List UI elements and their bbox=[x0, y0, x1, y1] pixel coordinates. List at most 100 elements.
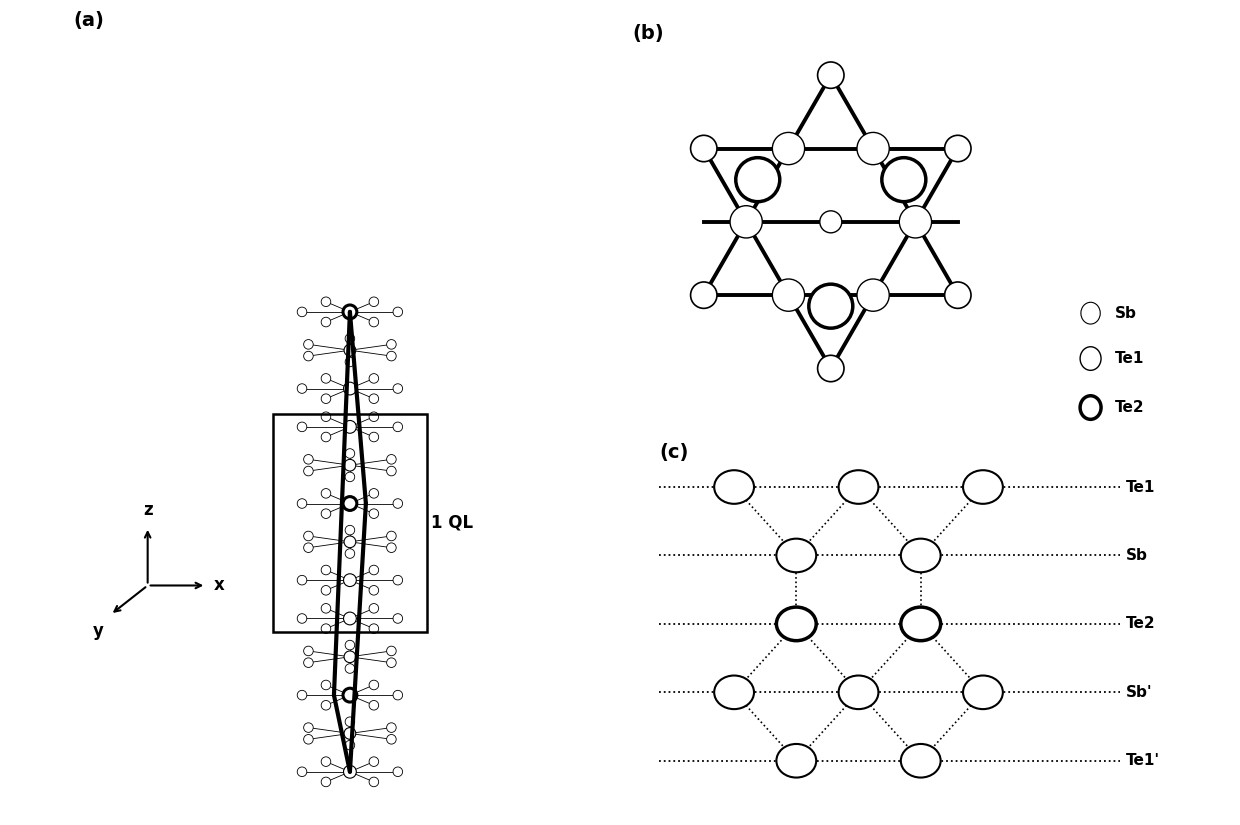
Circle shape bbox=[321, 624, 331, 634]
Circle shape bbox=[370, 374, 378, 383]
Circle shape bbox=[304, 351, 314, 361]
Circle shape bbox=[393, 307, 403, 317]
Circle shape bbox=[321, 700, 331, 710]
Text: (a): (a) bbox=[73, 11, 104, 30]
Circle shape bbox=[773, 132, 805, 165]
Text: x: x bbox=[215, 577, 224, 595]
Circle shape bbox=[1080, 396, 1101, 419]
Text: Te2: Te2 bbox=[1126, 616, 1156, 631]
Circle shape bbox=[298, 422, 306, 431]
Circle shape bbox=[1081, 302, 1100, 324]
Circle shape bbox=[321, 565, 331, 575]
Circle shape bbox=[321, 297, 331, 307]
Circle shape bbox=[304, 340, 314, 349]
Text: Sb': Sb' bbox=[1126, 685, 1153, 700]
Circle shape bbox=[882, 158, 926, 201]
Circle shape bbox=[321, 509, 331, 518]
Circle shape bbox=[304, 531, 314, 540]
Text: (b): (b) bbox=[632, 24, 665, 43]
Circle shape bbox=[1080, 346, 1101, 370]
Circle shape bbox=[370, 394, 378, 403]
Ellipse shape bbox=[838, 470, 878, 504]
Circle shape bbox=[370, 412, 378, 422]
Circle shape bbox=[370, 432, 378, 442]
Circle shape bbox=[387, 531, 397, 540]
Text: Sb: Sb bbox=[1126, 548, 1148, 563]
Circle shape bbox=[393, 691, 403, 700]
Circle shape bbox=[735, 158, 780, 201]
Ellipse shape bbox=[714, 470, 754, 504]
Circle shape bbox=[343, 421, 356, 433]
Circle shape bbox=[321, 488, 331, 498]
Circle shape bbox=[321, 757, 331, 766]
Circle shape bbox=[343, 344, 356, 356]
Text: 1 QL: 1 QL bbox=[432, 514, 474, 531]
Ellipse shape bbox=[900, 607, 941, 641]
Circle shape bbox=[370, 604, 378, 613]
Circle shape bbox=[345, 334, 355, 343]
Circle shape bbox=[387, 723, 397, 733]
Circle shape bbox=[321, 604, 331, 613]
Circle shape bbox=[387, 646, 397, 656]
Circle shape bbox=[945, 135, 971, 162]
Circle shape bbox=[393, 384, 403, 394]
Circle shape bbox=[370, 777, 378, 787]
Circle shape bbox=[691, 135, 717, 162]
Circle shape bbox=[730, 205, 763, 238]
Circle shape bbox=[393, 767, 403, 776]
Text: Te1: Te1 bbox=[1126, 479, 1156, 494]
Circle shape bbox=[387, 466, 397, 476]
Circle shape bbox=[817, 62, 844, 88]
Circle shape bbox=[691, 282, 717, 309]
Circle shape bbox=[298, 307, 306, 317]
Circle shape bbox=[298, 499, 306, 508]
Circle shape bbox=[321, 318, 331, 327]
Circle shape bbox=[298, 767, 306, 776]
Circle shape bbox=[343, 728, 356, 739]
Text: Sb: Sb bbox=[1115, 306, 1137, 321]
Circle shape bbox=[345, 549, 355, 559]
Ellipse shape bbox=[776, 744, 816, 777]
Circle shape bbox=[343, 766, 356, 778]
Circle shape bbox=[321, 374, 331, 383]
Circle shape bbox=[857, 279, 889, 311]
Circle shape bbox=[387, 340, 397, 349]
Circle shape bbox=[298, 384, 306, 394]
Text: Te1: Te1 bbox=[1115, 351, 1145, 366]
Circle shape bbox=[387, 351, 397, 361]
Circle shape bbox=[345, 640, 355, 650]
Circle shape bbox=[387, 455, 397, 464]
Circle shape bbox=[321, 586, 331, 595]
Circle shape bbox=[343, 382, 356, 395]
Circle shape bbox=[298, 575, 306, 585]
Circle shape bbox=[304, 723, 314, 733]
Circle shape bbox=[343, 651, 356, 662]
Circle shape bbox=[387, 543, 397, 553]
Circle shape bbox=[945, 282, 971, 309]
Circle shape bbox=[370, 318, 378, 327]
Circle shape bbox=[298, 691, 306, 700]
Circle shape bbox=[393, 499, 403, 508]
Ellipse shape bbox=[838, 676, 878, 710]
Circle shape bbox=[343, 497, 357, 511]
Circle shape bbox=[304, 658, 314, 667]
Circle shape bbox=[304, 466, 314, 476]
Circle shape bbox=[304, 455, 314, 464]
Circle shape bbox=[304, 543, 314, 553]
Circle shape bbox=[370, 586, 378, 595]
Circle shape bbox=[345, 449, 355, 458]
Text: (c): (c) bbox=[660, 444, 688, 463]
Circle shape bbox=[370, 509, 378, 518]
Text: Te1': Te1' bbox=[1126, 753, 1161, 768]
Circle shape bbox=[321, 394, 331, 403]
Circle shape bbox=[345, 740, 355, 750]
Circle shape bbox=[343, 305, 357, 318]
Circle shape bbox=[345, 526, 355, 535]
Circle shape bbox=[857, 132, 889, 165]
Circle shape bbox=[321, 432, 331, 442]
Circle shape bbox=[387, 658, 397, 667]
Circle shape bbox=[321, 680, 331, 690]
Circle shape bbox=[343, 460, 356, 471]
Circle shape bbox=[345, 717, 355, 727]
Ellipse shape bbox=[714, 676, 754, 710]
